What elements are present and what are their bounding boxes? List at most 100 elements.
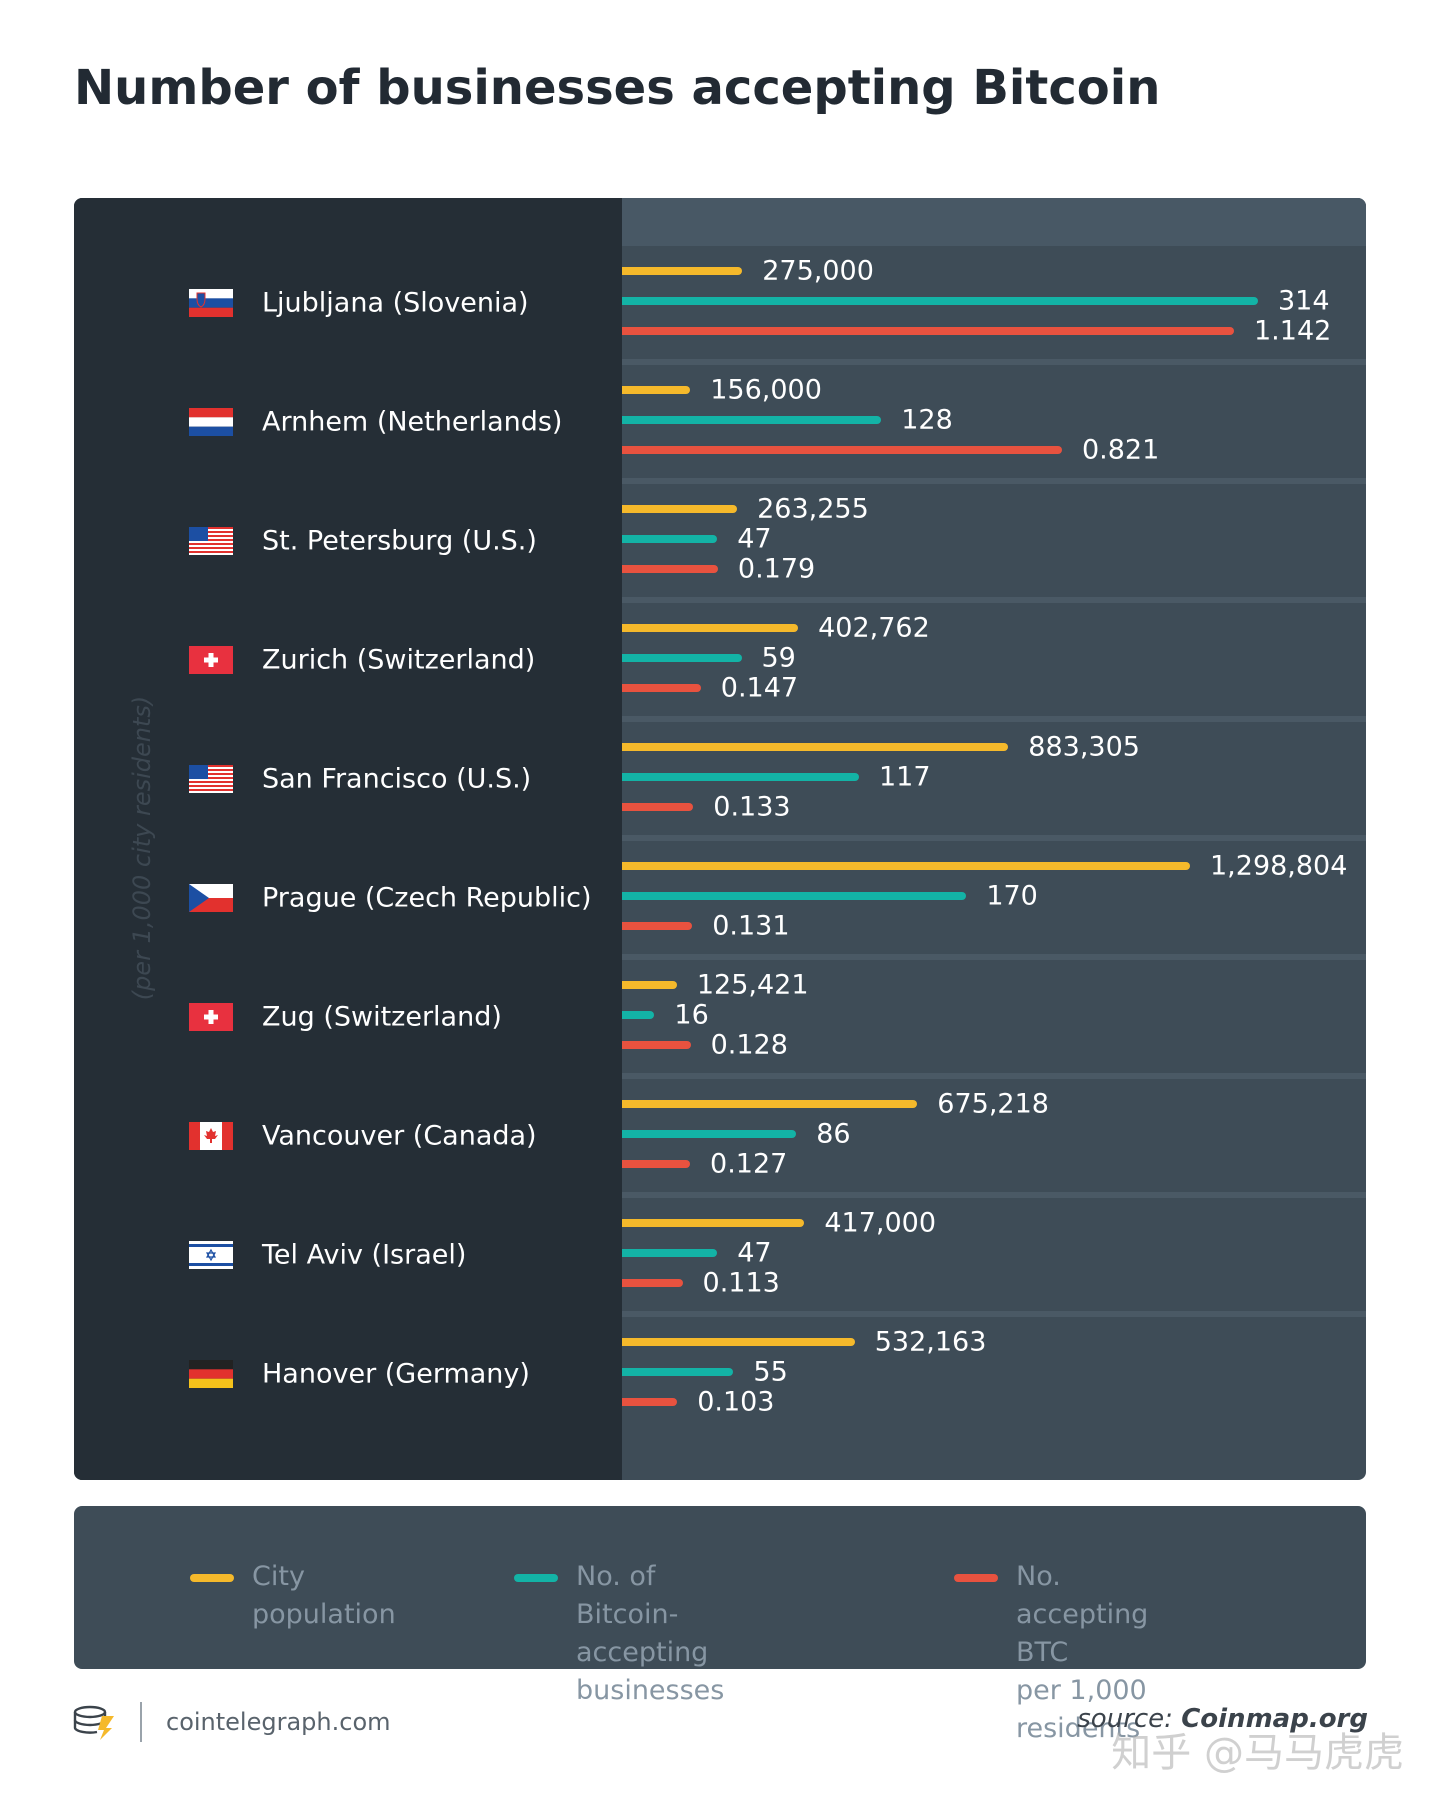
data-label-businesses: 128 bbox=[901, 404, 953, 436]
chart-panel: (per 1,000 city residents) Ljubljana (Sl… bbox=[74, 198, 1366, 1480]
bar-businesses bbox=[622, 773, 859, 781]
data-label-population: 883,305 bbox=[1028, 731, 1140, 763]
data-label-population: 125,421 bbox=[696, 969, 809, 1001]
flag-usa-icon bbox=[189, 526, 233, 555]
row-background bbox=[622, 1317, 1366, 1430]
row-background bbox=[622, 603, 1366, 716]
category-label: Zurich (Switzerland) bbox=[262, 644, 536, 675]
data-label-businesses: 55 bbox=[753, 1356, 788, 1388]
category-label: Tel Aviv (Israel) bbox=[262, 1239, 467, 1270]
data-label-per1000: 0.133 bbox=[713, 791, 791, 823]
data-label-businesses: 86 bbox=[816, 1118, 851, 1150]
flag-switzerland-icon bbox=[189, 1002, 233, 1031]
data-label-per1000: 0.127 bbox=[710, 1148, 788, 1180]
row-separator bbox=[622, 359, 1366, 365]
category-label: Vancouver (Canada) bbox=[262, 1120, 537, 1151]
row-separator bbox=[622, 597, 1366, 603]
bar-per1000 bbox=[622, 1041, 691, 1049]
bar-per1000 bbox=[622, 803, 694, 811]
data-label-per1000: 0.179 bbox=[737, 553, 816, 585]
category-label: St. Petersburg (U.S.) bbox=[262, 525, 537, 556]
flag-canada-icon bbox=[189, 1121, 233, 1150]
bar-population bbox=[622, 1219, 805, 1227]
legend-label-businesses: No. of Bitcoin-accepting businesses bbox=[576, 1561, 725, 1706]
bar-per1000 bbox=[622, 327, 1234, 335]
row-separator bbox=[622, 1311, 1366, 1317]
row-background bbox=[622, 484, 1366, 597]
category-label: San Francisco (U.S.) bbox=[262, 763, 532, 794]
legend-swatch-population bbox=[190, 1574, 234, 1582]
bar-per1000 bbox=[622, 1398, 678, 1406]
flag-switzerland-icon bbox=[189, 645, 233, 674]
data-label-population: 156,000 bbox=[710, 374, 822, 406]
data-label-businesses: 47 bbox=[737, 523, 772, 555]
row-background bbox=[622, 1198, 1366, 1311]
row-separator bbox=[622, 1192, 1366, 1198]
row-separator bbox=[622, 716, 1366, 722]
bar-per1000 bbox=[622, 565, 718, 573]
bar-population bbox=[622, 386, 691, 394]
row-separator bbox=[622, 1073, 1366, 1079]
bar-per1000 bbox=[622, 922, 693, 930]
data-label-per1000: 0.821 bbox=[1081, 434, 1160, 466]
bar-population bbox=[622, 267, 743, 275]
bar-businesses bbox=[622, 1368, 734, 1376]
bar-per1000 bbox=[622, 1279, 683, 1287]
flag-germany-icon bbox=[189, 1359, 233, 1388]
data-label-per1000: 0.131 bbox=[712, 910, 790, 942]
bar-population bbox=[622, 624, 799, 632]
bar-population bbox=[622, 1338, 855, 1346]
data-label-population: 675,218 bbox=[937, 1088, 1049, 1120]
row-background bbox=[622, 960, 1366, 1073]
data-label-population: 263,255 bbox=[757, 493, 869, 525]
legend: City population No. of Bitcoin-accepting… bbox=[74, 1506, 1366, 1744]
data-label-population: 1,298,804 bbox=[1210, 850, 1348, 882]
bar-businesses bbox=[622, 1130, 797, 1138]
data-label-businesses: 59 bbox=[761, 642, 796, 674]
axis-note: (per 1,000 city residents) bbox=[128, 695, 156, 1001]
row-separator bbox=[622, 478, 1366, 484]
bar-businesses bbox=[622, 535, 718, 543]
bar-population bbox=[622, 862, 1190, 870]
data-label-per1000: 0.147 bbox=[720, 672, 799, 704]
data-label-per1000: 1.142 bbox=[1254, 315, 1332, 347]
category-label: Ljubljana (Slovenia) bbox=[262, 287, 529, 318]
cointelegraph-logo-icon bbox=[72, 1702, 118, 1746]
flag-czech-icon bbox=[189, 883, 233, 912]
bar-per1000 bbox=[622, 684, 701, 692]
data-label-businesses: 117 bbox=[878, 761, 931, 793]
footer-divider bbox=[140, 1702, 142, 1742]
bar-population bbox=[622, 1100, 918, 1108]
top-band bbox=[622, 198, 1366, 246]
data-label-per1000: 0.103 bbox=[697, 1386, 775, 1418]
data-label-population: 417,000 bbox=[824, 1207, 937, 1239]
legend-label-per1000: No. accepting BTC per 1,000 residents bbox=[1016, 1561, 1149, 1744]
flag-slovenia-icon bbox=[189, 288, 233, 317]
row-separator bbox=[622, 835, 1366, 841]
category-label: Zug (Switzerland) bbox=[262, 1001, 502, 1032]
footer-site[interactable]: cointelegraph.com bbox=[166, 1708, 391, 1736]
bar-population bbox=[622, 505, 738, 513]
legend-label-population: City population bbox=[252, 1561, 396, 1630]
category-label: Arnhem (Netherlands) bbox=[262, 406, 563, 437]
data-label-businesses: 16 bbox=[674, 999, 709, 1031]
category-label: Prague (Czech Republic) bbox=[262, 882, 592, 913]
bar-businesses bbox=[622, 654, 742, 662]
source-credit: source: Coinmap.org bbox=[1077, 1704, 1368, 1734]
bar-businesses bbox=[622, 892, 967, 900]
source-name[interactable]: Coinmap.org bbox=[1181, 1704, 1368, 1734]
bar-businesses bbox=[622, 1249, 718, 1257]
data-label-per1000: 0.113 bbox=[702, 1267, 780, 1299]
legend-swatch-per1000 bbox=[954, 1574, 998, 1582]
data-label-businesses: 170 bbox=[986, 880, 1038, 912]
data-label-population: 275,000 bbox=[762, 255, 874, 287]
category-label: Hanover (Germany) bbox=[262, 1358, 530, 1389]
data-label-population: 532,163 bbox=[874, 1326, 987, 1358]
row-separator bbox=[622, 954, 1366, 960]
data-label-businesses: 47 bbox=[737, 1237, 772, 1269]
data-label-per1000: 0.128 bbox=[710, 1029, 788, 1061]
bar-businesses bbox=[622, 416, 882, 424]
watermark: 知乎 @马马虎虎 bbox=[1111, 1730, 1404, 1776]
bar-population bbox=[622, 743, 1009, 751]
bar-per1000 bbox=[622, 1160, 691, 1168]
